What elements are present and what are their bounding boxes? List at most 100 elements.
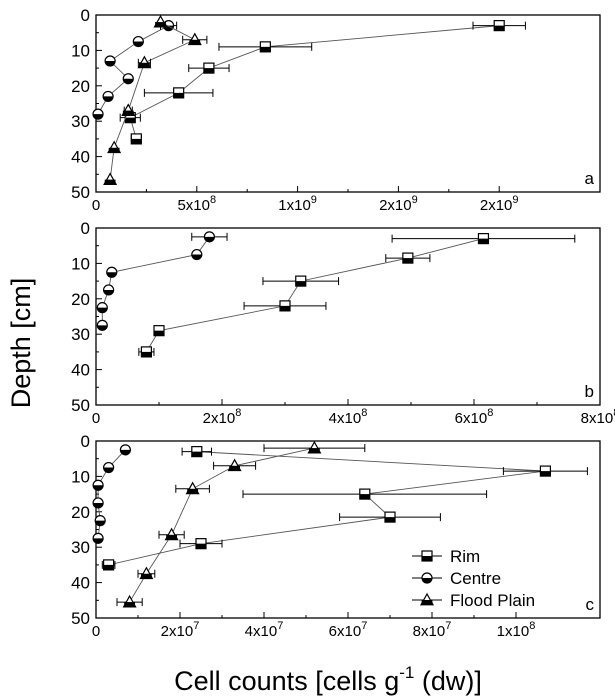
series-centre [96,231,228,331]
y-tick-label: 40 [71,148,90,167]
data-point-fill [93,502,104,508]
data-point-fill [141,573,152,579]
data-point-fill [229,465,240,471]
panel-label: a [585,169,595,188]
x-tick-label: 6x108 [455,407,494,427]
x-tick-label: 0 [92,623,100,640]
series-line [129,25,500,140]
series-line [129,447,315,603]
data-point-fill [123,78,134,84]
data-point-fill [187,488,198,494]
data-point-fill [104,179,116,185]
data-point-fill [93,538,104,544]
data-point-fill [204,236,215,242]
x-tick-label: 4x108 [329,407,368,427]
panel-label: b [585,382,594,401]
data-point-fill [124,602,135,607]
data-point-fill [540,471,551,477]
x-tick-label: 2x109 [480,194,519,214]
data-point-fill [103,564,114,570]
data-point-fill [494,25,505,31]
data-point-fill [280,305,290,311]
series-line [108,451,546,566]
series-flood-plain [103,14,208,186]
data-point-fill [309,448,320,453]
series-flood-plain [116,440,366,608]
x-tick-label: 0 [92,197,100,214]
data-point-fill [191,451,202,457]
panel-frame [95,14,601,193]
panel-label: c [586,595,595,614]
series-centre [92,444,132,544]
data-point-fill [478,238,489,244]
legend-marker-fill [422,578,432,583]
legend-item-rim: Rim [412,547,480,566]
y-tick-label: 0 [81,6,90,25]
y-tick-label: 0 [81,432,90,451]
y-tick-label: 50 [71,183,90,202]
data-point-fill [385,517,395,523]
y-tick-label: 10 [71,467,90,486]
data-point-fill [155,22,166,27]
x-tick-label: 2x107 [161,620,200,640]
x-tick-label: 2x109 [379,194,418,214]
x-tick-label: 2x108 [203,407,242,427]
data-point-fill [103,96,114,102]
series-centre [92,20,178,120]
data-point-fill [103,467,114,473]
data-point-fill [196,543,206,549]
data-point-fill [105,61,116,67]
y-tick-label: 10 [71,41,90,60]
x-axis-label: Cell counts [cells g-1 (dw)] [174,663,482,696]
data-point-fill [120,449,131,455]
y-tick-label: 50 [71,609,90,628]
data-point-fill [173,92,184,98]
panel-frame [95,227,601,406]
x-tick-label: 4x107 [245,620,284,640]
panel-b: 0102030405002x1084x1086x1088x108b [71,219,615,427]
x-tick-label: 8x108 [581,407,615,427]
y-tick-label: 40 [71,574,90,593]
data-point-fill [122,110,134,116]
data-point-fill [133,41,144,47]
series-rim [101,446,588,571]
y-tick-label: 20 [71,290,90,309]
y-tick-label: 30 [71,112,90,131]
x-axis-label-tail: (dw)] [414,666,482,696]
x-tick-label: 8x107 [413,620,452,640]
legend: Rim Centre Flood Plain [412,547,535,610]
data-point-fill [138,62,150,68]
x-tick-label: 6x107 [329,620,368,640]
y-tick-label: 40 [71,361,90,380]
data-point-fill [141,351,152,357]
legend-item-flood-plain: Flood Plain [412,591,535,610]
series-rim [119,20,526,145]
x-tick-label: 0 [92,410,100,427]
legend-item-centre: Centre [412,569,501,588]
x-tick-label: 5x108 [177,194,216,214]
series-rim [138,233,576,358]
y-tick-label: 50 [71,396,90,415]
data-point-fill [125,117,136,123]
data-point-fill [402,258,413,264]
x-axis-label-main: Cell counts [cells g [174,666,399,696]
series-line [109,21,196,180]
data-point-fill [260,46,271,52]
data-point-fill [108,147,120,153]
y-tick-label: 30 [71,538,90,557]
data-point-fill [93,485,104,491]
y-axis-label: Depth [cm] [6,278,36,409]
x-tick-label: 1x109 [278,194,317,214]
x-tick-label: 1x108 [497,620,536,640]
legend-marker-fill [421,600,433,605]
x-axis-label-sup: -1 [399,663,414,682]
legend-label: Rim [450,547,480,566]
data-point-fill [97,325,108,331]
data-point-fill [166,534,177,540]
y-tick-label: 10 [71,254,90,273]
data-point-fill [103,289,114,295]
data-point-fill [93,114,104,120]
series-line [101,236,210,326]
